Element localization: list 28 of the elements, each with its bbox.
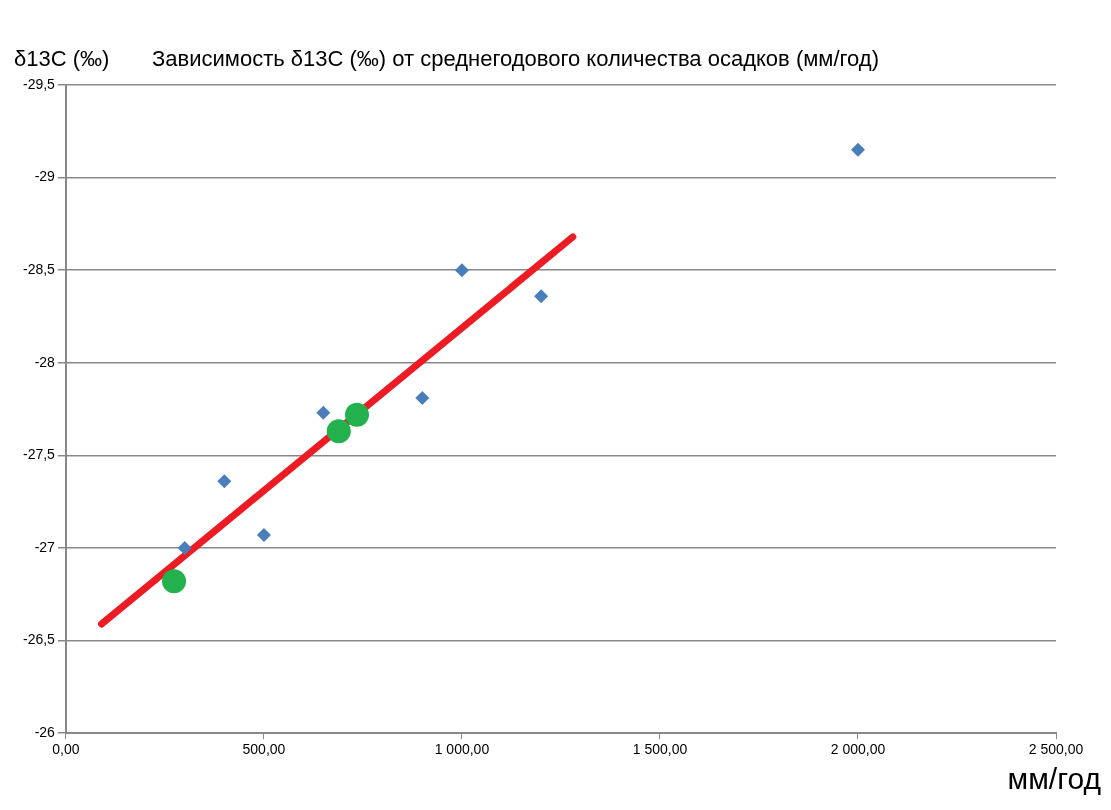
x-tick-label: 2 000,00 (830, 741, 886, 758)
x-tick-label: 1 500,00 (632, 741, 688, 758)
x-tick-label: 500,00 (242, 741, 286, 758)
y-tick-label: -28 (34, 353, 56, 370)
point (415, 390, 430, 405)
x-tick-label: 1 000,00 (434, 741, 490, 758)
y-tick-label: -27,5 (22, 446, 56, 463)
point (177, 541, 192, 555)
y-tick-label: -29 (34, 168, 56, 185)
x-tick-label: 2 500,00 (1028, 741, 1084, 758)
y-tick-label: -29,5 (22, 75, 56, 92)
y-tick-label: -26,5 (22, 631, 56, 648)
point (345, 402, 369, 427)
y-tick-label: -28,5 (22, 261, 56, 278)
chart-title: Зависимость δ13С (‰) от среднегодового количества осадков (мм/год) (152, 46, 880, 72)
y-tick-label: -26 (34, 724, 56, 741)
point (850, 142, 865, 157)
point (454, 263, 469, 278)
point (217, 474, 232, 489)
point (256, 528, 271, 543)
point (326, 419, 351, 444)
x-axis-title: мм/год (1007, 762, 1101, 796)
x-tick-label: 0,00 (52, 741, 80, 758)
point (162, 569, 187, 594)
y-tick-label: -27 (34, 538, 56, 555)
y-axis-title: δ13С (‰) (14, 46, 110, 72)
point (534, 289, 549, 304)
point (316, 405, 331, 420)
